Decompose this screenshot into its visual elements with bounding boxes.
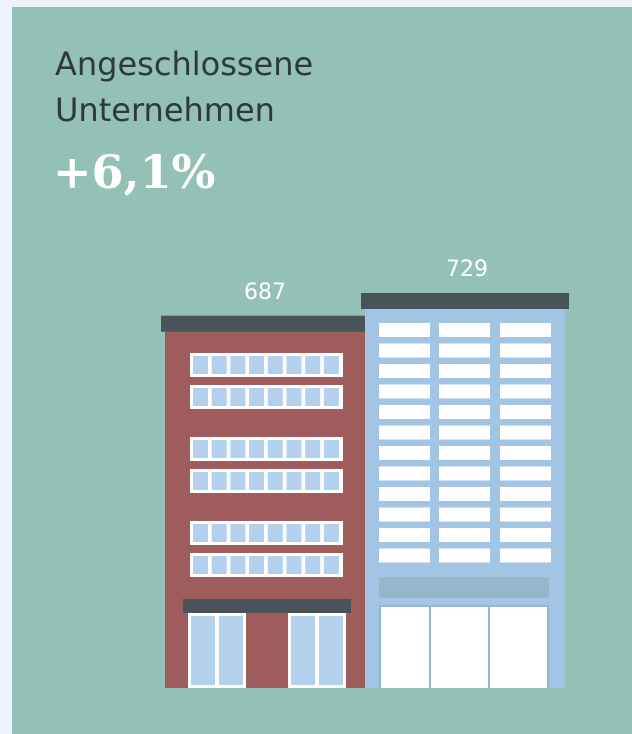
window [230, 440, 245, 458]
window-strip [439, 467, 490, 481]
window-strip [379, 364, 430, 378]
chart: 687 729 [0, 0, 632, 734]
window [193, 388, 208, 406]
page: Angeschlossene Unternehmen +6,1% 687729 … [0, 0, 632, 734]
window-strip [439, 487, 490, 501]
window [324, 556, 339, 574]
window [230, 472, 245, 490]
window [287, 440, 302, 458]
door-glass [319, 616, 343, 685]
window [287, 524, 302, 542]
window-strip [500, 385, 551, 399]
window-strip [379, 446, 430, 460]
window-strip [439, 364, 490, 378]
window [193, 356, 208, 374]
window [212, 388, 227, 406]
window-strip [439, 385, 490, 399]
store-glass [381, 607, 429, 688]
window-strip [500, 487, 551, 501]
window-strip [500, 549, 551, 563]
window [287, 388, 302, 406]
window-strip [500, 364, 551, 378]
window [268, 556, 283, 574]
window [212, 472, 227, 490]
window-strip [500, 426, 551, 440]
window [268, 388, 283, 406]
window [212, 356, 227, 374]
window [305, 440, 320, 458]
window [249, 472, 264, 490]
window [193, 524, 208, 542]
window-strip [500, 467, 551, 481]
door-glass [291, 616, 315, 685]
window [305, 556, 320, 574]
window [212, 440, 227, 458]
window [193, 440, 208, 458]
window [193, 472, 208, 490]
window [230, 356, 245, 374]
window-strip [379, 323, 430, 337]
window-strip [439, 426, 490, 440]
window-strip [500, 323, 551, 337]
window-strip [500, 405, 551, 419]
window [324, 388, 339, 406]
awning [183, 599, 351, 613]
store-glass [431, 607, 488, 688]
window [230, 556, 245, 574]
window-strip [439, 323, 490, 337]
window [305, 524, 320, 542]
window-strip [379, 508, 430, 522]
window-strip [500, 446, 551, 460]
window [230, 524, 245, 542]
window-strip [379, 549, 430, 563]
window-strip [439, 549, 490, 563]
window [324, 356, 339, 374]
window [212, 524, 227, 542]
value-label: 729 [446, 257, 488, 282]
window [193, 556, 208, 574]
window-strip [379, 405, 430, 419]
door-glass [219, 616, 243, 685]
window [305, 472, 320, 490]
window [287, 556, 302, 574]
window [249, 556, 264, 574]
window-strip [379, 426, 430, 440]
sign-band [379, 577, 549, 598]
window-strip [500, 528, 551, 542]
window [212, 556, 227, 574]
window [324, 472, 339, 490]
window [324, 524, 339, 542]
door-glass [191, 616, 215, 685]
store-glass [490, 607, 547, 688]
window-strip [500, 508, 551, 522]
window-strip [379, 344, 430, 358]
window [230, 388, 245, 406]
window [305, 356, 320, 374]
window-strip [379, 385, 430, 399]
window [249, 356, 264, 374]
window [268, 356, 283, 374]
window [268, 472, 283, 490]
window-strip [500, 344, 551, 358]
window [249, 524, 264, 542]
window [249, 440, 264, 458]
window-strip [439, 405, 490, 419]
window-strip [439, 508, 490, 522]
window [268, 524, 283, 542]
window-strip [379, 467, 430, 481]
window [305, 388, 320, 406]
window-strip [379, 487, 430, 501]
window-strip [439, 528, 490, 542]
window [249, 388, 264, 406]
window-strip [439, 446, 490, 460]
window-strip [379, 528, 430, 542]
window [287, 472, 302, 490]
window [268, 440, 283, 458]
roof [161, 316, 365, 332]
window-strip [439, 344, 490, 358]
roof [361, 293, 569, 309]
window [287, 356, 302, 374]
window [324, 440, 339, 458]
value-label: 687 [244, 280, 286, 305]
